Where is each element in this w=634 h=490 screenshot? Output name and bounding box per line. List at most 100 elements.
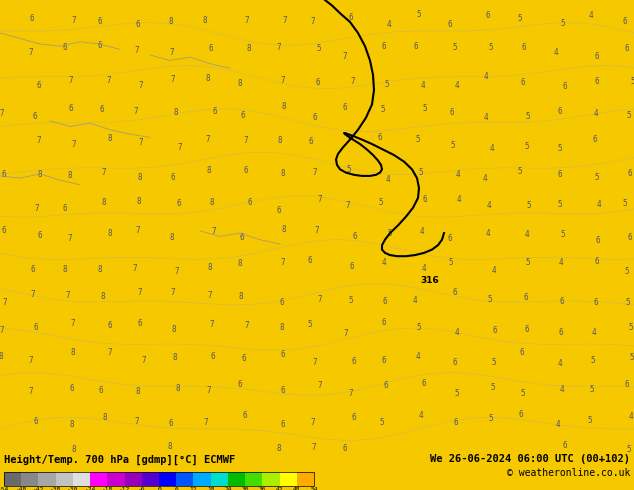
Text: 7: 7 <box>212 227 216 237</box>
Text: 8: 8 <box>203 16 207 25</box>
Text: 6: 6 <box>248 198 252 207</box>
Text: 5: 5 <box>347 165 351 174</box>
Text: Height/Temp. 700 hPa [gdmp][°C] ECMWF: Height/Temp. 700 hPa [gdmp][°C] ECMWF <box>4 454 235 465</box>
Text: © weatheronline.co.uk: © weatheronline.co.uk <box>507 468 630 478</box>
Text: 5: 5 <box>595 172 599 181</box>
Text: 7: 7 <box>138 288 142 297</box>
Text: 4: 4 <box>592 327 597 337</box>
Text: 7: 7 <box>141 356 146 365</box>
Text: 5: 5 <box>631 77 634 86</box>
Text: 4: 4 <box>484 73 488 81</box>
Bar <box>262 472 280 486</box>
Text: 7: 7 <box>72 16 76 25</box>
Text: 7: 7 <box>35 204 39 214</box>
Text: 8: 8 <box>238 259 242 269</box>
Text: 6: 6 <box>414 42 418 50</box>
Bar <box>193 472 210 486</box>
Text: 6: 6 <box>486 11 490 20</box>
Text: 7: 7 <box>29 356 34 365</box>
Text: 7: 7 <box>134 106 138 116</box>
Text: 4: 4 <box>525 230 529 239</box>
Text: 8: 8 <box>72 445 76 454</box>
Text: 7: 7 <box>210 320 214 329</box>
Text: 6: 6 <box>353 232 358 241</box>
Text: 4: 4 <box>456 171 460 179</box>
Bar <box>90 472 107 486</box>
Text: 5: 5 <box>455 389 459 398</box>
Text: 7: 7 <box>205 135 210 144</box>
Text: -30: -30 <box>67 487 79 490</box>
Text: 8: 8 <box>238 79 242 88</box>
Text: 6: 6 <box>596 236 600 245</box>
Bar <box>159 472 176 486</box>
Text: 6: 6 <box>423 195 427 203</box>
Text: 4: 4 <box>420 227 424 237</box>
Text: 5: 5 <box>526 112 530 121</box>
Text: 7: 7 <box>68 234 72 243</box>
Text: 12: 12 <box>190 487 197 490</box>
Text: 5: 5 <box>385 80 389 89</box>
Text: 6: 6 <box>382 318 386 327</box>
Text: 6: 6 <box>349 13 353 22</box>
Text: 6: 6 <box>281 349 285 359</box>
Bar <box>280 472 297 486</box>
Text: 6: 6 <box>243 166 249 175</box>
Bar <box>124 472 142 486</box>
Text: 5: 5 <box>624 267 630 276</box>
Text: 8: 8 <box>167 442 172 451</box>
Text: 6: 6 <box>238 380 242 390</box>
Text: 6: 6 <box>628 169 632 178</box>
Bar <box>4 472 21 486</box>
Text: -18: -18 <box>101 487 113 490</box>
Text: 5: 5 <box>492 358 496 368</box>
Text: 6: 6 <box>242 354 247 363</box>
Bar <box>210 472 228 486</box>
Bar <box>56 472 73 486</box>
Text: 5: 5 <box>558 200 562 209</box>
Text: 7: 7 <box>66 291 70 300</box>
Text: 5: 5 <box>591 356 595 365</box>
Text: 6: 6 <box>63 204 67 214</box>
Text: 5: 5 <box>417 323 422 332</box>
Text: 8: 8 <box>172 353 178 362</box>
Text: 6: 6 <box>37 81 41 90</box>
Text: -38: -38 <box>50 487 61 490</box>
Text: 6: 6 <box>563 82 567 91</box>
Text: 5: 5 <box>590 385 594 394</box>
Text: 7: 7 <box>178 143 183 152</box>
Text: 5: 5 <box>626 298 630 307</box>
Text: 6: 6 <box>525 325 529 334</box>
Text: 6: 6 <box>209 44 213 53</box>
Text: 5: 5 <box>560 19 566 27</box>
Text: 7: 7 <box>318 381 322 391</box>
Text: 6: 6 <box>68 104 74 113</box>
Text: 6: 6 <box>448 234 452 243</box>
Text: 4: 4 <box>455 327 459 337</box>
Text: 4: 4 <box>629 412 633 421</box>
Text: 42: 42 <box>276 487 283 490</box>
Text: 6: 6 <box>136 20 140 29</box>
Text: 6: 6 <box>558 106 562 116</box>
Text: 6: 6 <box>453 288 457 297</box>
Text: 7: 7 <box>0 109 4 118</box>
Text: 7: 7 <box>245 321 249 330</box>
Text: 8: 8 <box>137 196 141 206</box>
Text: 7: 7 <box>207 386 211 395</box>
Text: 8: 8 <box>0 352 3 361</box>
Text: 8: 8 <box>207 166 211 175</box>
Text: 8: 8 <box>281 169 285 178</box>
Text: 6: 6 <box>454 417 458 427</box>
Text: 7: 7 <box>346 201 351 210</box>
Text: 4: 4 <box>593 109 598 118</box>
Text: 8: 8 <box>280 323 284 332</box>
Text: 6: 6 <box>593 298 598 307</box>
Text: 6: 6 <box>108 321 112 330</box>
Text: 6: 6 <box>138 319 142 328</box>
Text: 8: 8 <box>138 172 142 181</box>
Text: 8: 8 <box>281 225 287 234</box>
Text: 5: 5 <box>453 43 457 52</box>
Text: 6: 6 <box>624 380 630 390</box>
Text: 4: 4 <box>489 144 495 153</box>
Text: 5: 5 <box>626 445 631 454</box>
Text: 5: 5 <box>451 141 455 149</box>
